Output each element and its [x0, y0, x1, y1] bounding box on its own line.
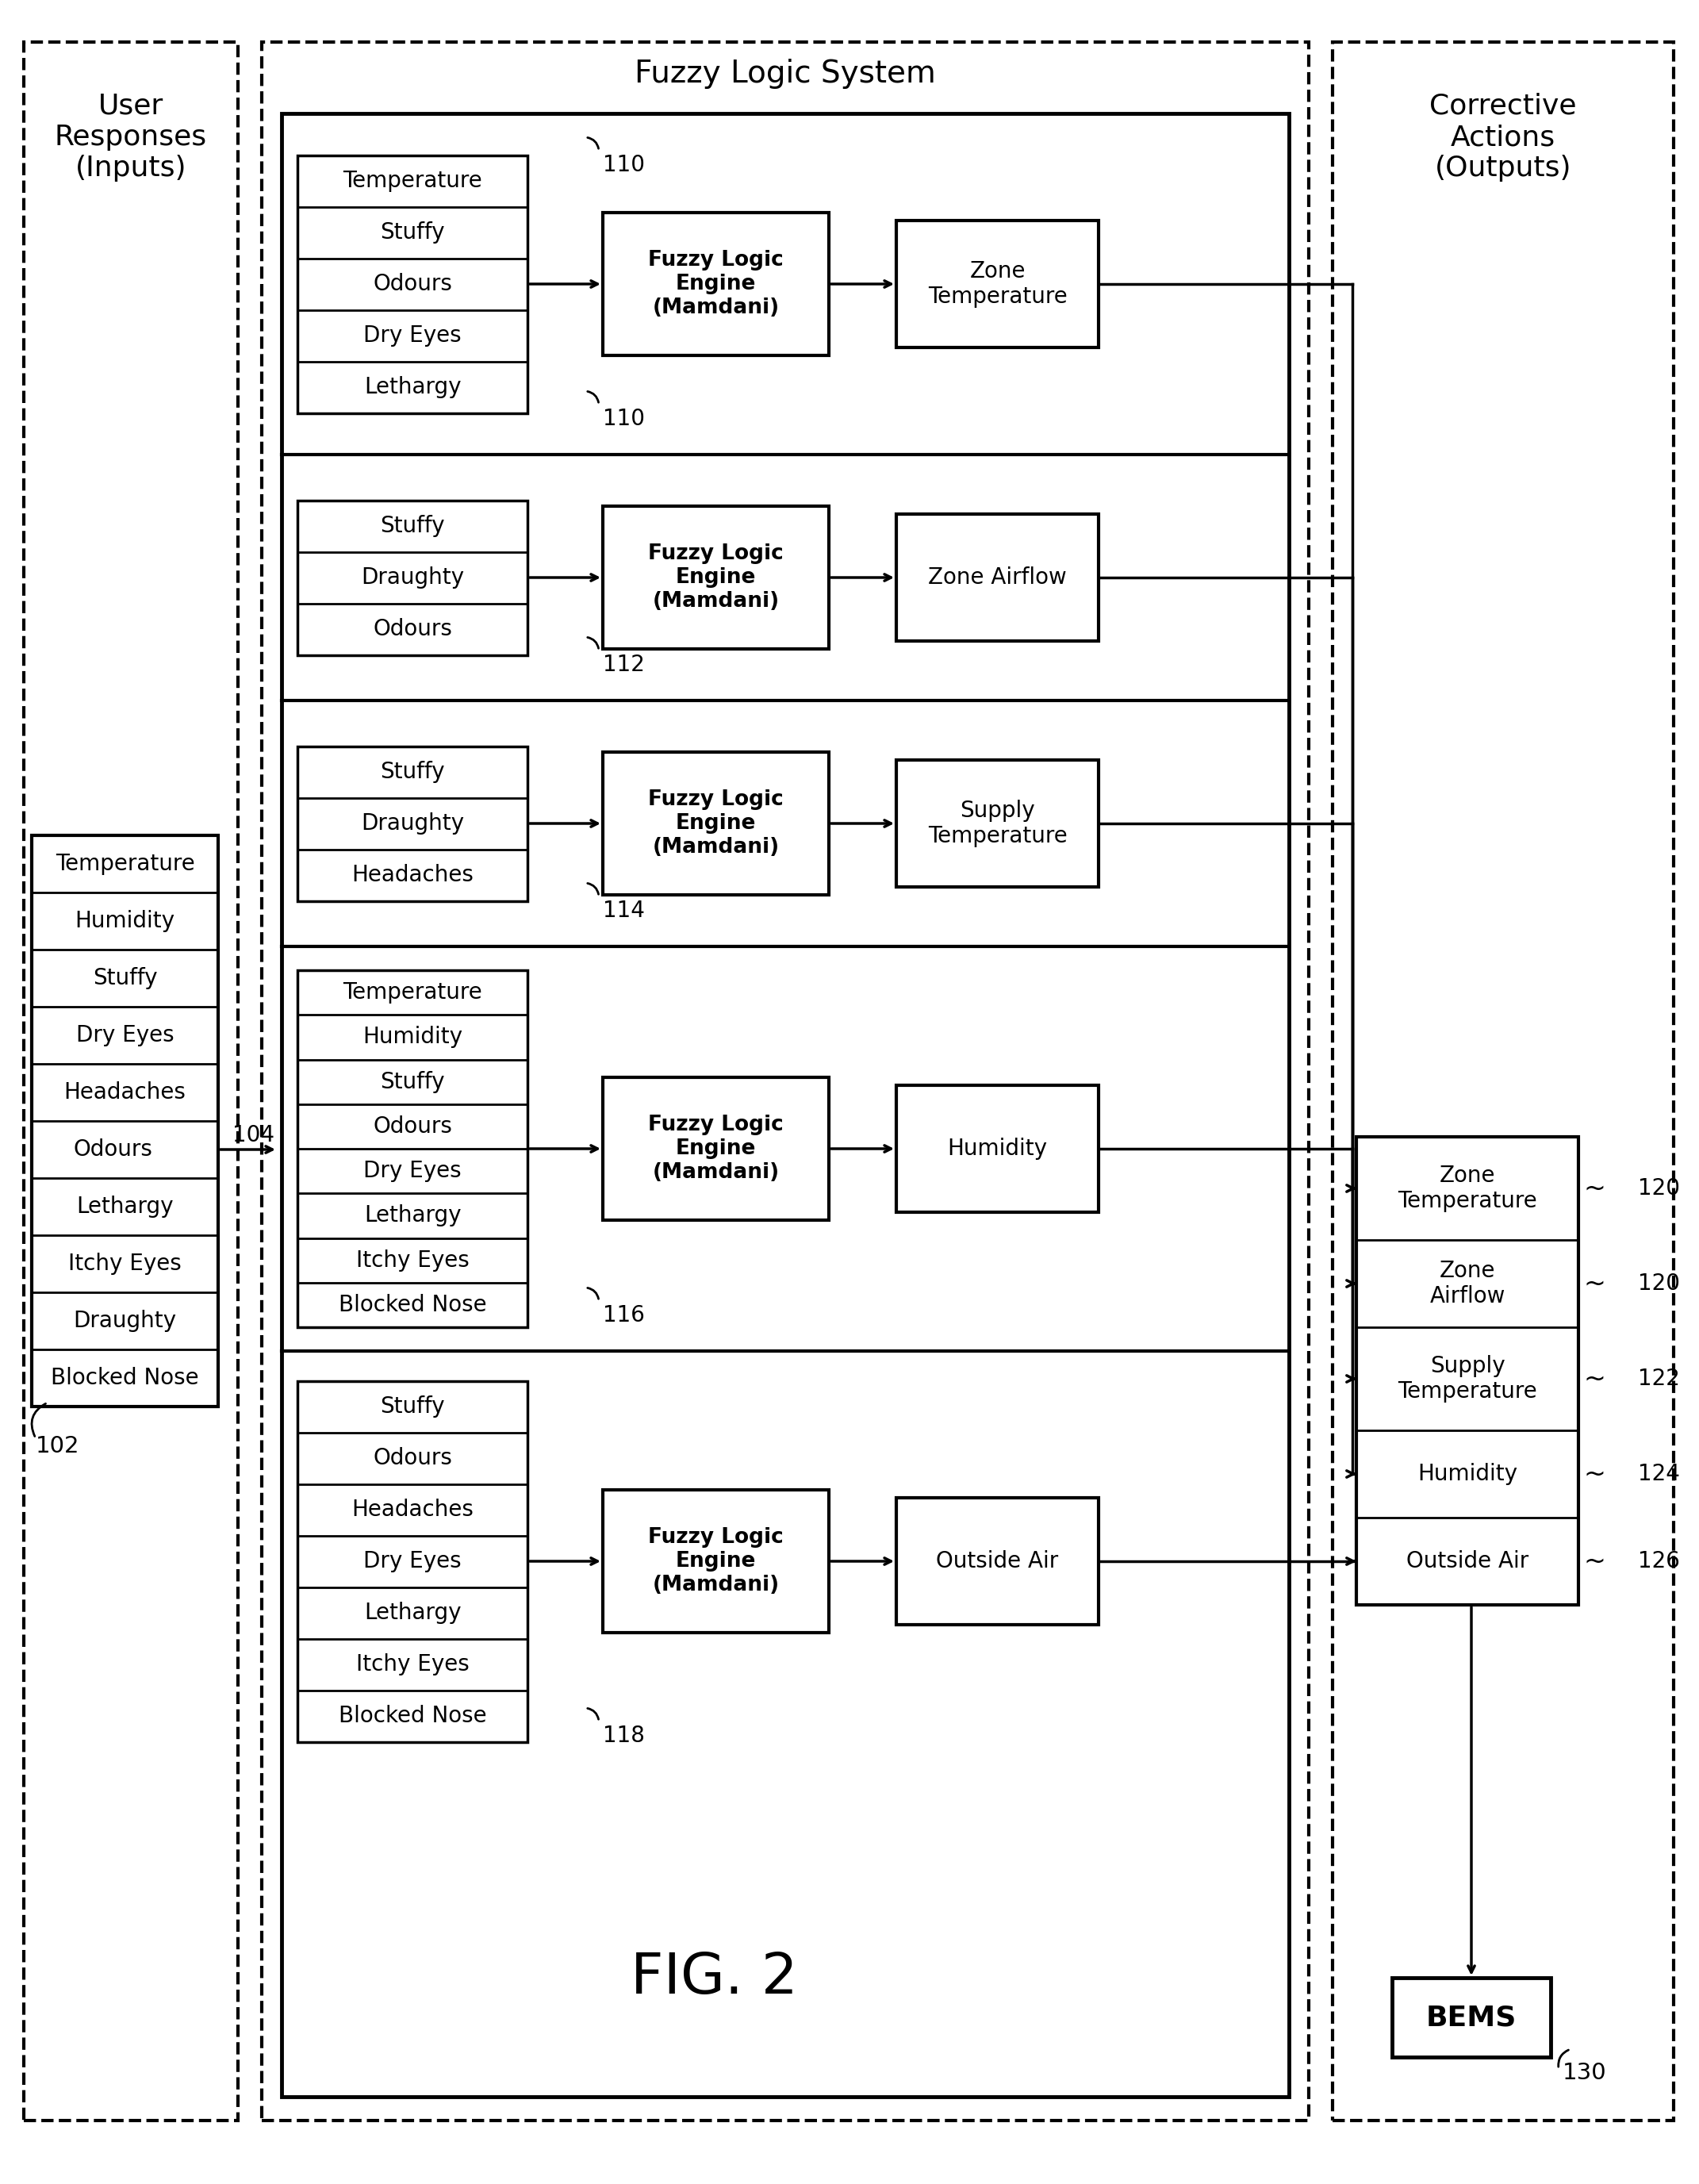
Text: Zone
Temperature: Zone Temperature: [928, 260, 1067, 308]
Text: Stuffy: Stuffy: [381, 760, 445, 784]
Text: Fuzzy Logic
Engine
(Mamdani): Fuzzy Logic Engine (Mamdani): [647, 1114, 783, 1184]
Text: Temperature: Temperature: [56, 852, 195, 876]
Text: Odours: Odours: [372, 618, 452, 640]
Text: BEMS: BEMS: [1425, 2005, 1517, 2031]
Bar: [297, 155, 527, 413]
Text: User
Responses
(Inputs): User Responses (Inputs): [54, 92, 207, 181]
Text: Itchy Eyes: Itchy Eyes: [355, 1249, 469, 1271]
Bar: [603, 1489, 829, 1634]
Text: 126: 126: [1638, 1551, 1680, 1572]
Text: ~: ~: [1583, 1271, 1606, 1297]
Text: Zone
Airflow: Zone Airflow: [1429, 1260, 1505, 1308]
Text: Fuzzy Logic
Engine
(Mamdani): Fuzzy Logic Engine (Mamdani): [647, 249, 783, 319]
Bar: [603, 1077, 829, 1221]
Text: 124: 124: [1638, 1463, 1680, 1485]
Text: Stuffy: Stuffy: [381, 515, 445, 537]
Text: Zone
Temperature: Zone Temperature: [1398, 1164, 1538, 1212]
Text: Outside Air: Outside Air: [936, 1551, 1058, 1572]
Text: Itchy Eyes: Itchy Eyes: [355, 1653, 469, 1675]
Text: Blocked Nose: Blocked Nose: [51, 1367, 199, 1389]
Text: Zone Airflow: Zone Airflow: [928, 566, 1067, 590]
Text: Blocked Nose: Blocked Nose: [338, 1706, 486, 1728]
Text: Stuffy: Stuffy: [93, 968, 158, 989]
Text: Outside Air: Outside Air: [1407, 1551, 1529, 1572]
Bar: [897, 1085, 1099, 1212]
Text: 110: 110: [603, 153, 646, 177]
Bar: [262, 41, 1308, 2121]
Bar: [297, 747, 527, 900]
Text: 120: 120: [1638, 1177, 1680, 1199]
Text: ~: ~: [1583, 1365, 1606, 1391]
Text: Corrective
Actions
(Outputs): Corrective Actions (Outputs): [1429, 92, 1577, 181]
Bar: [897, 513, 1099, 640]
Bar: [1391, 1979, 1551, 2057]
Bar: [1332, 41, 1674, 2121]
Text: Dry Eyes: Dry Eyes: [364, 1551, 462, 1572]
Bar: [603, 212, 829, 356]
Text: Dry Eyes: Dry Eyes: [364, 1160, 462, 1182]
Text: Blocked Nose: Blocked Nose: [338, 1293, 486, 1317]
Bar: [24, 41, 238, 2121]
Text: Supply
Temperature: Supply Temperature: [1398, 1354, 1538, 1402]
Text: 102: 102: [36, 1435, 80, 1457]
Text: Supply
Temperature: Supply Temperature: [928, 799, 1067, 847]
Text: Lethargy: Lethargy: [364, 1206, 460, 1227]
Text: Lethargy: Lethargy: [76, 1195, 173, 1219]
Text: ~: ~: [1583, 1548, 1606, 1575]
Text: Dry Eyes: Dry Eyes: [76, 1024, 173, 1046]
Bar: [897, 760, 1099, 887]
Text: Stuffy: Stuffy: [381, 1396, 445, 1417]
Text: Draughty: Draughty: [360, 566, 464, 590]
Bar: [897, 1498, 1099, 1625]
Bar: [603, 751, 829, 895]
Text: Odours: Odours: [372, 1116, 452, 1138]
Bar: [297, 500, 527, 655]
Text: FIG. 2: FIG. 2: [630, 1950, 797, 2005]
Text: 104: 104: [233, 1125, 275, 1147]
Text: 114: 114: [603, 900, 644, 922]
Text: 122: 122: [1638, 1367, 1680, 1389]
Text: Odours: Odours: [372, 1448, 452, 1470]
Bar: [282, 114, 1290, 2097]
Text: Stuffy: Stuffy: [381, 1070, 445, 1092]
Bar: [32, 834, 217, 1406]
Text: Fuzzy Logic
Engine
(Mamdani): Fuzzy Logic Engine (Mamdani): [647, 1527, 783, 1594]
Text: Itchy Eyes: Itchy Eyes: [68, 1254, 182, 1275]
Text: Draughty: Draughty: [73, 1310, 177, 1332]
Text: Odours: Odours: [73, 1138, 153, 1160]
Text: Stuffy: Stuffy: [381, 221, 445, 245]
Text: 130: 130: [1563, 2062, 1607, 2084]
Text: Lethargy: Lethargy: [364, 376, 460, 397]
Text: 116: 116: [603, 1304, 644, 1326]
Text: 118: 118: [603, 1725, 644, 1747]
Text: 120: 120: [1638, 1273, 1680, 1295]
Text: Fuzzy Logic
Engine
(Mamdani): Fuzzy Logic Engine (Mamdani): [647, 544, 783, 612]
Text: Odours: Odours: [372, 273, 452, 295]
Text: ~: ~: [1583, 1461, 1606, 1487]
Bar: [297, 1380, 527, 1741]
Text: Headaches: Headaches: [65, 1081, 185, 1103]
Bar: [603, 507, 829, 649]
Bar: [1356, 1138, 1578, 1605]
Text: Draughty: Draughty: [360, 812, 464, 834]
Bar: [897, 221, 1099, 347]
Text: Humidity: Humidity: [1417, 1463, 1517, 1485]
Text: Lethargy: Lethargy: [364, 1601, 460, 1625]
Text: Fuzzy Logic System: Fuzzy Logic System: [635, 59, 936, 90]
Text: 112: 112: [603, 653, 644, 675]
Text: Headaches: Headaches: [352, 865, 474, 887]
Text: 110: 110: [603, 408, 646, 430]
Bar: [297, 970, 527, 1328]
Text: Temperature: Temperature: [343, 981, 483, 1005]
Text: Temperature: Temperature: [343, 170, 483, 192]
Text: ~: ~: [1583, 1175, 1606, 1201]
Text: Dry Eyes: Dry Eyes: [364, 325, 462, 347]
Text: Fuzzy Logic
Engine
(Mamdani): Fuzzy Logic Engine (Mamdani): [647, 788, 783, 858]
Text: Humidity: Humidity: [948, 1138, 1047, 1160]
Text: Headaches: Headaches: [352, 1498, 474, 1520]
Text: Humidity: Humidity: [362, 1026, 462, 1048]
Text: Humidity: Humidity: [75, 911, 175, 933]
